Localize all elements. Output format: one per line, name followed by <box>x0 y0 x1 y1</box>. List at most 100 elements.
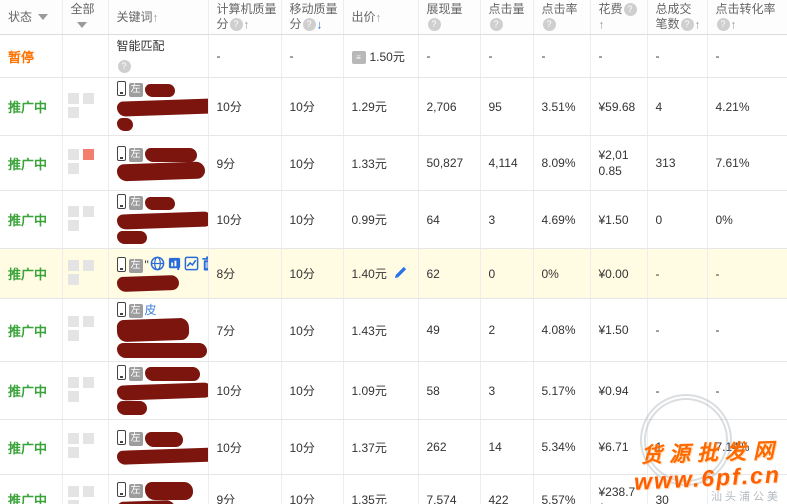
sort-asc-icon[interactable]: ↑ <box>375 9 382 24</box>
bid-value: 1.35元 <box>351 493 387 504</box>
redaction-scribble <box>144 196 175 210</box>
col-header-orders[interactable]: 总成交笔数? ↑ <box>647 0 708 36</box>
help-icon[interactable]: ? <box>229 18 243 32</box>
col-header-mobile_score[interactable]: 移动质量分? ↓ <box>281 0 344 36</box>
table-row: 推广中左皮 7分 10分 1.43元 49 2 4.08% ¥1.50- - <box>0 298 787 363</box>
bid-cell[interactable]: 1.35元 <box>343 474 419 504</box>
clicks-cell: 2 <box>480 298 534 363</box>
ctr-cell: 0% <box>533 248 591 300</box>
status-cell: 暂停 <box>0 34 63 79</box>
quality-squares-cell <box>62 135 109 192</box>
col-header-cvr[interactable]: 点击转化率? ↑ <box>707 0 787 36</box>
bid-cell[interactable]: 1.09元 <box>343 361 419 421</box>
quality-square <box>67 376 79 388</box>
help-icon[interactable]: ? <box>623 3 637 17</box>
quality-square <box>82 205 94 217</box>
status-cell: 推广中 <box>0 77 63 137</box>
sort-asc-icon[interactable]: ↑ <box>152 9 159 24</box>
help-icon[interactable]: ? <box>716 18 730 32</box>
quality-squares-cell <box>62 474 109 504</box>
delete-icon[interactable] <box>201 256 208 271</box>
mobile-score-cell: 10分 <box>281 190 344 250</box>
pc-score-cell: 10分 <box>208 77 282 137</box>
bid-cell[interactable]: 0.99元 <box>343 190 419 250</box>
keyword-cell[interactable]: 左 <box>108 474 209 504</box>
quality-squares-cell <box>62 34 109 79</box>
col-header-cost[interactable]: 花费 ? ↑ <box>590 0 648 36</box>
help-icon[interactable]: ? <box>117 59 131 73</box>
bid-cell[interactable]: ≡ 1.50元 <box>343 34 419 79</box>
col-header-label: 总成交笔数 <box>655 2 692 31</box>
quality-square <box>67 149 79 161</box>
sort-asc-icon[interactable]: ↑ <box>243 17 250 32</box>
mobile-score-cell: 10分 <box>281 298 344 363</box>
impressions-cell: 62 <box>418 248 481 300</box>
mobile-device-icon <box>116 257 126 273</box>
mobile-device-icon <box>116 365 126 381</box>
edit-bid-icon[interactable] <box>393 265 408 280</box>
device-report-icon[interactable] <box>167 256 182 271</box>
trend-chart-icon[interactable] <box>184 256 199 271</box>
help-icon[interactable]: ? <box>302 18 316 32</box>
dropdown-arrow-icon[interactable] <box>76 21 87 28</box>
keyword-cell[interactable]: 智能匹配? <box>108 34 209 79</box>
help-icon[interactable]: ? <box>680 18 694 32</box>
pc-score-cell: - <box>208 34 282 79</box>
quality-squares-cell <box>62 298 109 363</box>
sort-desc-icon[interactable]: ↓ <box>316 17 323 32</box>
keyword-cell[interactable]: 左 <box>108 77 209 137</box>
col-header-bid[interactable]: 出价↑ <box>343 0 419 36</box>
col-header-pc_score[interactable]: 计算机质量分? ↑ <box>208 0 282 36</box>
keyword-cell[interactable]: 左 " <box>108 248 209 300</box>
keyword-cell[interactable]: 左 <box>108 361 209 421</box>
ctr-cell: 4.69% <box>533 190 591 250</box>
bid-cell[interactable]: 1.43元 <box>343 298 419 363</box>
bid-cell[interactable]: 1.33元 <box>343 135 419 192</box>
bid-value: 1.50元 <box>369 49 405 64</box>
redaction-scribble <box>116 161 205 183</box>
redaction-scribble <box>116 382 207 401</box>
sort-asc-icon[interactable]: ↑ <box>598 17 605 32</box>
bid-value: 1.29元 <box>351 100 387 115</box>
left-position-badge: 左 <box>128 259 143 274</box>
keyword-cell[interactable]: 左 <box>108 190 209 250</box>
sort-asc-icon[interactable]: ↑ <box>694 17 701 32</box>
keyword-quote: " <box>144 258 149 273</box>
quality-square <box>67 273 79 285</box>
pc-score-cell: 9分 <box>208 135 282 192</box>
col-header-keyword[interactable]: 关键词↑ <box>108 0 209 36</box>
keyword-cell[interactable]: 左 <box>108 135 209 192</box>
help-icon[interactable]: ? <box>489 18 503 32</box>
cvr-cell: - <box>707 361 787 421</box>
quality-square <box>82 433 94 445</box>
analysis-globe-icon[interactable] <box>150 256 165 271</box>
redaction-scribble <box>144 482 193 501</box>
keyword-link[interactable]: 皮 <box>144 303 157 318</box>
redaction-scribble <box>144 367 200 382</box>
bid-cell[interactable]: 1.37元 <box>343 419 419 476</box>
bid-cell[interactable]: 1.29元 <box>343 77 419 137</box>
col-header-clicks: 点击量? <box>480 0 534 36</box>
col-header-label: 花费 <box>598 2 623 16</box>
status-cell: 推广中 <box>0 474 63 504</box>
col-header-squares[interactable]: 全部 <box>62 0 109 36</box>
quality-squares-cell <box>62 361 109 421</box>
quality-square <box>67 316 79 328</box>
redaction-scribble <box>116 117 133 131</box>
quality-square <box>82 92 94 104</box>
cost-cell: - <box>590 34 648 79</box>
cost-cell: ¥6.71 <box>590 419 648 476</box>
keyword-cell[interactable]: 左 <box>108 419 209 476</box>
mobile-device-icon <box>116 430 126 446</box>
impressions-cell: 49 <box>418 298 481 363</box>
dropdown-arrow-icon[interactable] <box>38 14 49 21</box>
bid-cell[interactable]: 1.40元 <box>343 248 419 300</box>
pc-score-cell: 9分 <box>208 474 282 504</box>
col-header-status[interactable]: 状态 <box>0 0 63 36</box>
help-icon[interactable]: ? <box>427 18 441 32</box>
keyword-cell[interactable]: 左皮 <box>108 298 209 363</box>
help-icon[interactable]: ? <box>542 18 556 32</box>
cvr-cell: - <box>707 298 787 363</box>
sort-asc-icon[interactable]: ↑ <box>730 17 737 32</box>
col-header-label: 展现量 <box>426 2 463 17</box>
